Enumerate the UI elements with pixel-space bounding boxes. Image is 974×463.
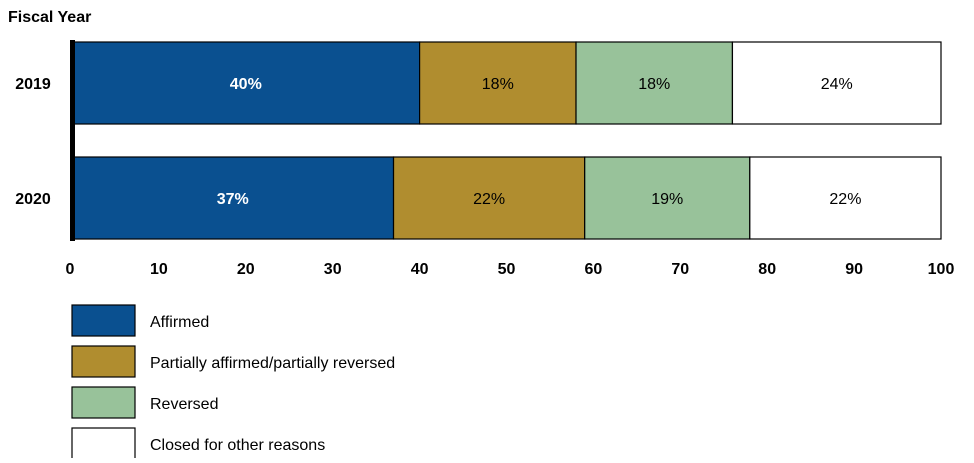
x-tick-label-20: 20 — [237, 261, 255, 278]
bar-2019-affirmed — [71, 41, 421, 125]
data-label-2019-affirmed: 40% — [230, 76, 262, 93]
legend-swatch-partially-affirmed-partially-reversed — [71, 345, 136, 378]
bar-2019-reversed — [575, 41, 734, 125]
x-tick-label-100: 100 — [928, 261, 955, 278]
y-axis-line — [70, 40, 75, 241]
x-tick-label-40: 40 — [411, 261, 429, 278]
data-label-2020-reversed: 19% — [651, 191, 683, 208]
legend-label-closed-for-other-reasons: Closed for other reasons — [150, 437, 325, 454]
legend-swatch-closed-for-other-reasons — [71, 427, 136, 460]
data-label-2019-reversed: 18% — [638, 76, 670, 93]
x-tick-label-50: 50 — [498, 261, 516, 278]
legend-swatch-reversed — [71, 386, 136, 419]
legend: Affirmed Partially affirmed/partially rev… — [71, 304, 395, 460]
x-tick-labels-layer: 0 10 20 30 40 50 60 70 80 90 100 — [66, 261, 955, 278]
x-tick-label-0: 0 — [66, 261, 75, 278]
data-label-2019-partially-affirmed-partially-reversed: 18% — [482, 76, 514, 93]
x-tick-label-80: 80 — [758, 261, 776, 278]
data-label-2020-partially-affirmed-partially-reversed: 22% — [473, 191, 505, 208]
bar-2020-affirmed — [71, 156, 395, 240]
category-labels-layer: 2019 2020 — [15, 76, 51, 208]
data-labels-layer: 40% 18% 18% 24% 37% 22% 19% 22% — [217, 76, 862, 208]
data-label-2020-closed-for-other-reasons: 22% — [829, 191, 861, 208]
data-label-2020-affirmed: 37% — [217, 191, 249, 208]
legend-swatch-affirmed — [71, 304, 136, 337]
x-tick-label-90: 90 — [845, 261, 863, 278]
category-label-2019: 2019 — [15, 76, 51, 93]
x-tick-label-60: 60 — [585, 261, 603, 278]
x-tick-label-10: 10 — [150, 261, 168, 278]
x-tick-label-70: 70 — [671, 261, 689, 278]
y-axis-title: Fiscal Year — [8, 9, 91, 26]
bar-2019-closed-for-other-reasons — [731, 41, 942, 125]
bar-2019-partially-affirmed-partially-reversed — [419, 41, 577, 125]
legend-label-reversed: Reversed — [150, 396, 218, 413]
data-label-2019-closed-for-other-reasons: 24% — [821, 76, 853, 93]
bar-2020-partially-affirmed-partially-reversed — [392, 156, 586, 240]
bar-2020-reversed — [584, 156, 751, 240]
x-tick-label-30: 30 — [324, 261, 342, 278]
legend-label-affirmed: Affirmed — [150, 314, 209, 331]
legend-label-partially-affirmed-partially-reversed: Partially affirmed/partially reversed — [150, 355, 395, 372]
bars-layer — [71, 41, 942, 240]
bar-2020-closed-for-other-reasons — [749, 156, 942, 240]
category-label-2020: 2020 — [15, 191, 51, 208]
